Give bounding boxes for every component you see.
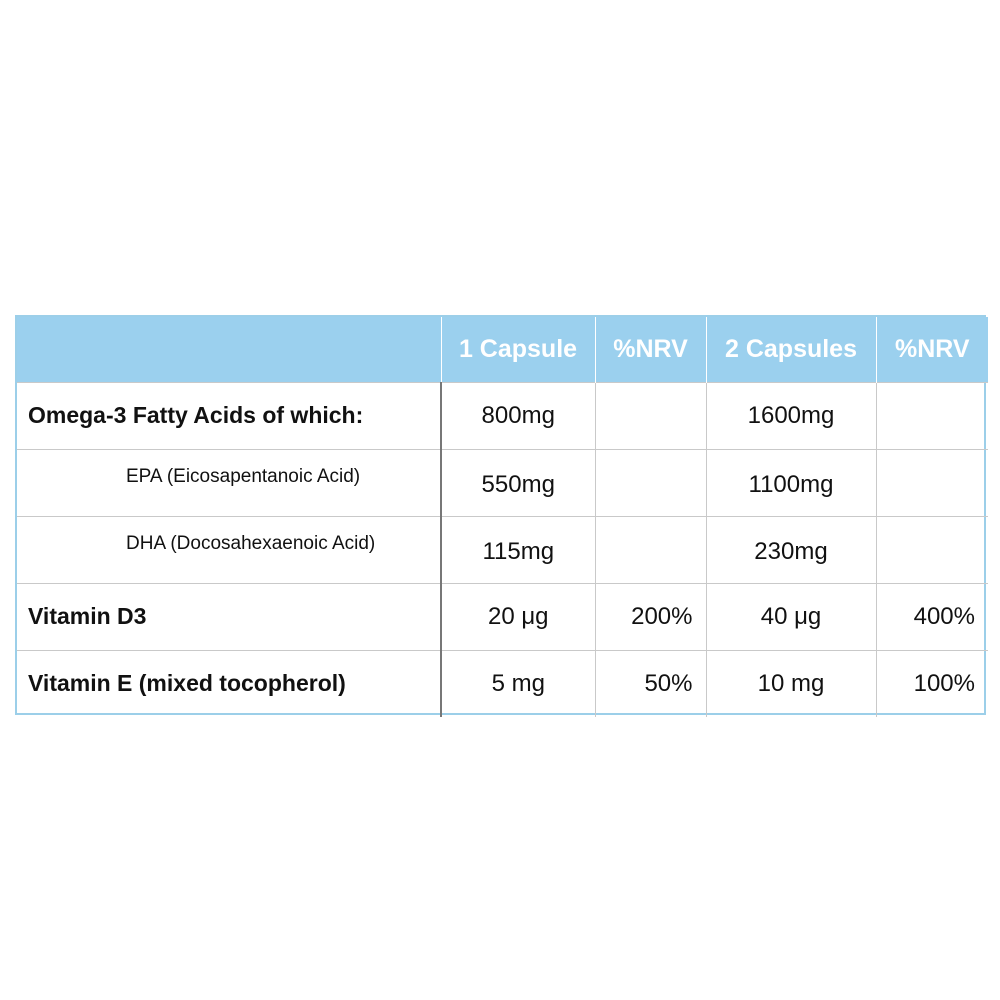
nrv-2-capsules [876, 381, 988, 449]
table-row: Vitamin D3 20 μg 200% 40 μg 400% [17, 582, 988, 650]
header-2-capsules: 2 Capsules [706, 317, 877, 382]
table-row: Vitamin E (mixed tocopherol) 5 mg 50% 10… [17, 649, 988, 717]
header-1-capsule: 1 Capsule [441, 317, 596, 382]
table-row: Omega-3 Fatty Acids of which: 800mg 1600… [17, 381, 988, 449]
nrv-1-capsule [595, 515, 707, 583]
nutrition-table: 1 Capsule %NRV 2 Capsules %NRV Omega-3 F… [17, 317, 988, 717]
amount-2-capsules: 1600mg [706, 381, 877, 449]
amount-2-capsules: 1100mg [706, 448, 877, 516]
amount-1-capsule: 5 mg [441, 649, 596, 717]
nrv-2-capsules [876, 515, 988, 583]
header-nrv-2: %NRV [876, 317, 988, 382]
amount-1-capsule: 800mg [441, 381, 596, 449]
nrv-1-capsule: 200% [595, 582, 707, 650]
nutrient-name: Omega-3 Fatty Acids of which: [17, 381, 442, 449]
amount-1-capsule: 550mg [441, 448, 596, 516]
nrv-1-capsule [595, 448, 707, 516]
amount-2-capsules: 40 μg [706, 582, 877, 650]
amount-2-capsules: 230mg [706, 515, 877, 583]
amount-1-capsule: 20 μg [441, 582, 596, 650]
table-header-row: 1 Capsule %NRV 2 Capsules %NRV [17, 317, 988, 382]
nrv-1-capsule [595, 381, 707, 449]
nrv-1-capsule: 50% [595, 649, 707, 717]
nutrition-table-container: 1 Capsule %NRV 2 Capsules %NRV Omega-3 F… [15, 315, 988, 717]
table-row: DHA (Docosahexaenoic Acid) 115mg 230mg [17, 515, 988, 583]
header-nrv-1: %NRV [595, 317, 707, 382]
nutrient-name: DHA (Docosahexaenoic Acid) [17, 515, 442, 583]
nutrient-name: EPA (Eicosapentanoic Acid) [17, 448, 442, 516]
nrv-2-capsules: 100% [876, 649, 988, 717]
table-row: EPA (Eicosapentanoic Acid) 550mg 1100mg [17, 448, 988, 516]
nutrient-name: Vitamin D3 [17, 582, 442, 650]
nrv-2-capsules: 400% [876, 582, 988, 650]
nutrient-name: Vitamin E (mixed tocopherol) [17, 649, 442, 717]
nrv-2-capsules [876, 448, 988, 516]
amount-1-capsule: 115mg [441, 515, 596, 583]
header-blank-cell [17, 317, 442, 382]
amount-2-capsules: 10 mg [706, 649, 877, 717]
